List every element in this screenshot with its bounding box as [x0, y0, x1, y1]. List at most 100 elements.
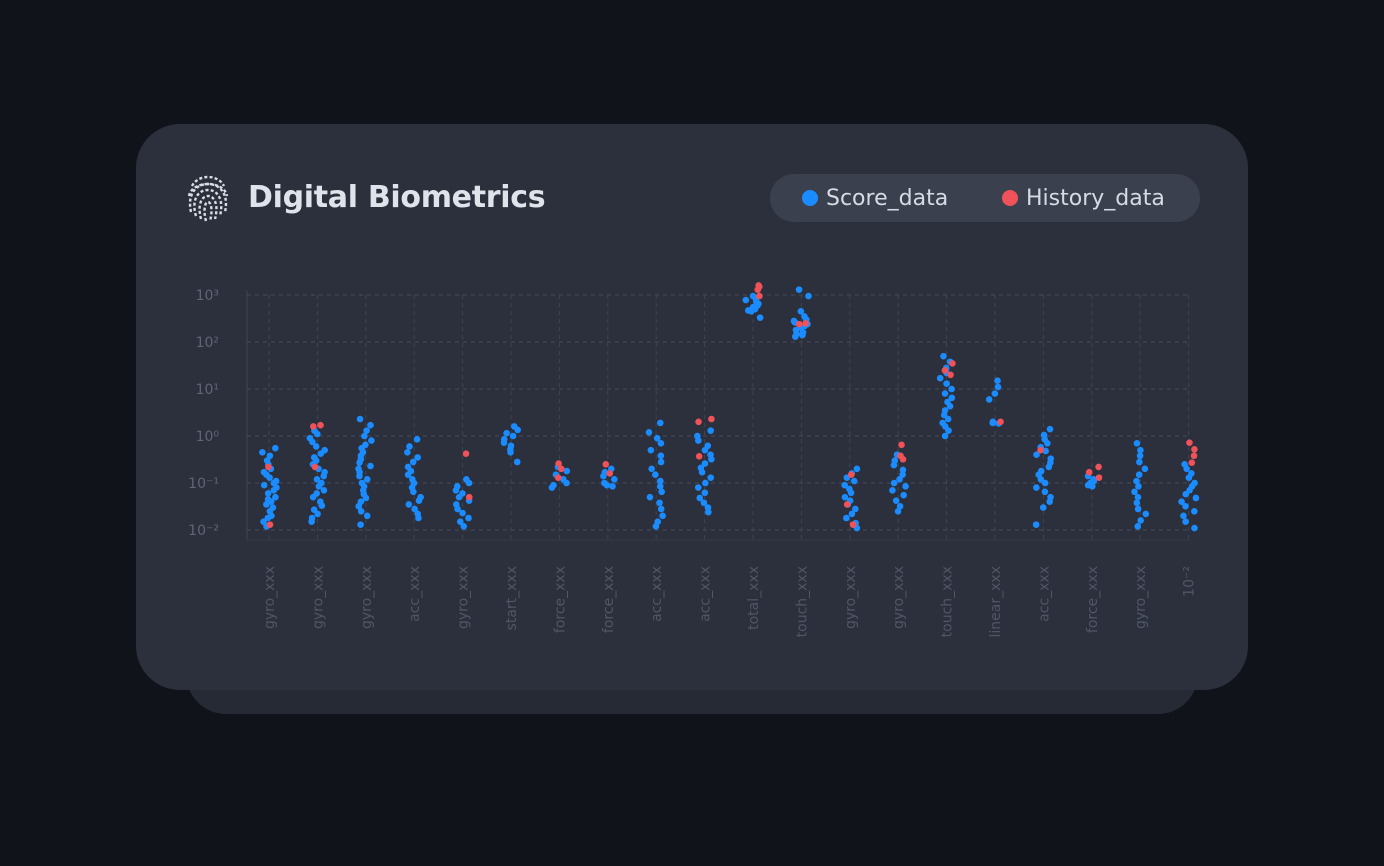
score-point [841, 493, 849, 501]
score-point [1045, 463, 1053, 471]
score-point [320, 472, 328, 480]
score-point [795, 286, 803, 293]
score-point [852, 505, 859, 513]
score-point [406, 443, 413, 450]
score-point [946, 402, 954, 410]
score-point [652, 471, 659, 479]
x-tick-label: gyro_xxx [359, 566, 375, 629]
score-point [1046, 425, 1054, 433]
history-point [847, 471, 855, 479]
score-point [314, 510, 321, 518]
score-point [313, 475, 321, 483]
score-point [742, 296, 750, 304]
history-point [1085, 468, 1093, 476]
score-point [657, 458, 665, 466]
history-point [1095, 463, 1102, 471]
score-point [1033, 451, 1040, 459]
score-point [1044, 439, 1051, 447]
y-tick-label: 10⁻² [188, 523, 219, 539]
history-point [265, 463, 272, 471]
score-point [1142, 510, 1150, 518]
legend-dot-history [1002, 190, 1018, 206]
score-point [1037, 475, 1045, 483]
score-point [264, 490, 272, 497]
legend-item-score: Score_data [802, 174, 948, 222]
score-point [647, 446, 655, 454]
score-point [902, 483, 909, 490]
score-point [1135, 483, 1142, 490]
history-point [311, 463, 319, 471]
score-point [415, 497, 423, 505]
score-point [456, 518, 464, 526]
score-point [985, 396, 993, 403]
score-point [315, 483, 323, 490]
score-point [356, 415, 364, 423]
score-point [658, 488, 665, 496]
history-point [317, 421, 324, 429]
x-tick-label: acc_xxx [1036, 566, 1052, 622]
score-point [318, 502, 326, 509]
score-point [266, 474, 273, 481]
x-tick-label: gyro_xxx [262, 566, 278, 629]
score-point [1183, 465, 1190, 473]
score-point [948, 394, 956, 402]
score-point [659, 512, 666, 520]
score-point [941, 390, 949, 397]
x-tick-label: force_xxx [552, 566, 568, 633]
score-point [797, 307, 805, 315]
history-point [1190, 452, 1198, 460]
history-point [1037, 446, 1044, 454]
score-point [266, 452, 274, 460]
score-point [500, 439, 508, 447]
score-point [309, 438, 316, 446]
score-point [411, 505, 418, 513]
score-point [465, 479, 473, 487]
score-point [452, 486, 460, 494]
score-point [263, 501, 270, 508]
score-point [415, 514, 422, 522]
score-point [361, 432, 368, 440]
history-point [802, 319, 809, 327]
score-point [267, 498, 275, 506]
score-point [940, 352, 947, 360]
score-point [889, 486, 896, 494]
score-point [454, 505, 461, 513]
score-point [1134, 522, 1142, 530]
score-point [945, 427, 952, 434]
score-point [694, 484, 702, 491]
x-tick-label: force_xxx [601, 566, 617, 633]
score-point [704, 508, 712, 516]
score-point [708, 455, 715, 463]
x-tick-label: acc_xxx [698, 566, 714, 622]
score-point [1134, 505, 1142, 513]
score-point [405, 501, 413, 508]
score-point [656, 499, 663, 507]
x-tick-label: total_xxx [746, 566, 762, 630]
score-point [1191, 524, 1198, 532]
history-point [843, 501, 851, 508]
score-point [653, 434, 661, 442]
score-point [603, 481, 611, 489]
score-point [1137, 446, 1144, 454]
history-point [555, 460, 562, 467]
score-point [1182, 502, 1189, 510]
x-tick-label: start_xxx [504, 566, 520, 630]
score-point [409, 458, 417, 466]
score-point [1032, 521, 1040, 528]
score-point [413, 436, 421, 443]
score-point [948, 385, 955, 393]
history-point [695, 452, 703, 460]
history-point [941, 366, 949, 374]
score-point [896, 475, 903, 483]
score-point [1041, 479, 1049, 487]
score-point [652, 522, 660, 530]
history-point [756, 292, 763, 300]
score-point [600, 472, 607, 480]
history-point [557, 465, 565, 473]
history-point [949, 360, 956, 367]
history-point [554, 474, 562, 481]
chart-card: Digital Biometrics Score_data History_da… [136, 124, 1248, 690]
history-point [754, 286, 762, 293]
score-point [357, 507, 365, 515]
